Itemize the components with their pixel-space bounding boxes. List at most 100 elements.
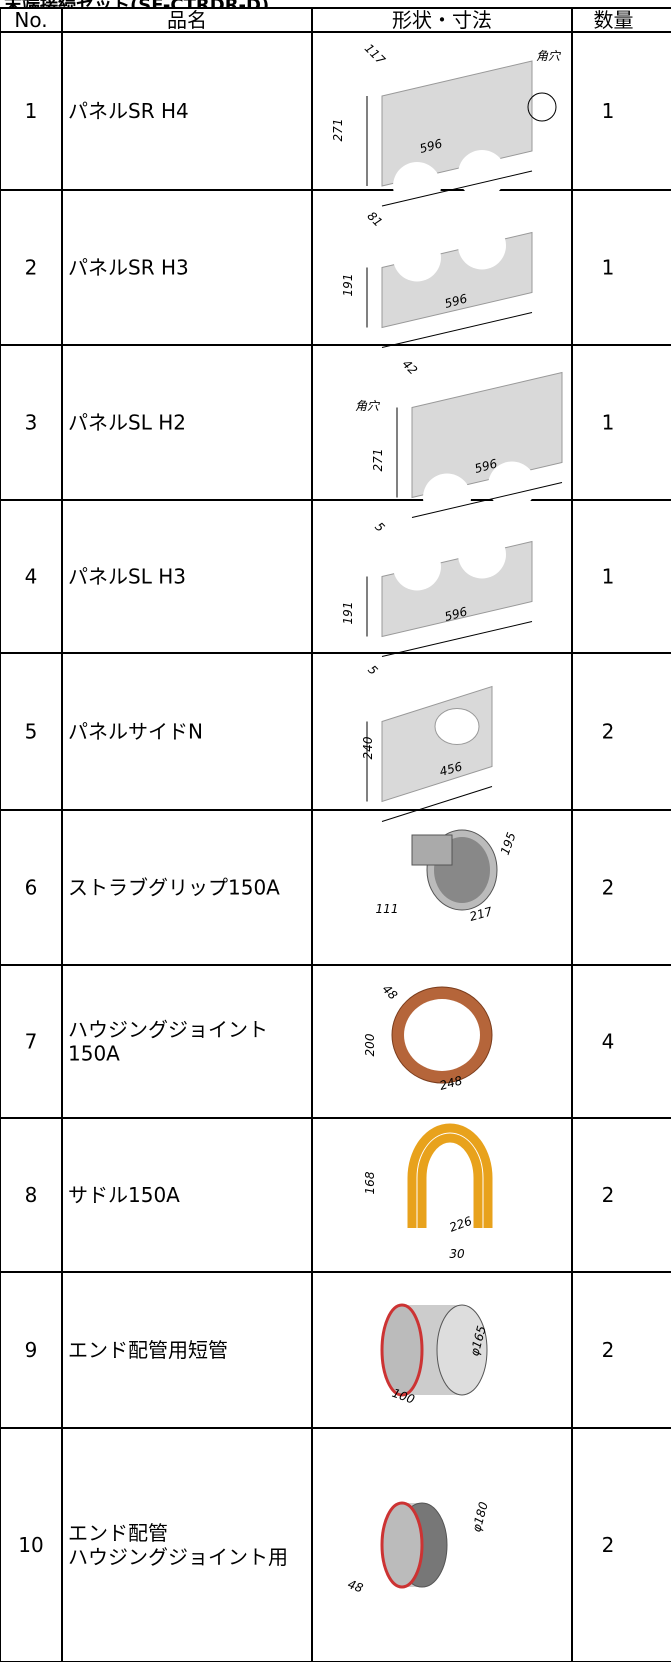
dimension-label: 217 [468,904,494,924]
item-name: パネルSR H4 [68,99,189,123]
qty: 2 [602,1533,615,1557]
item-name: パネルSR H3 [68,256,189,280]
dim-line [381,786,493,822]
qty: 1 [602,99,615,123]
row-no: 7 [25,1030,38,1054]
dim-line [381,312,533,348]
qty: 4 [602,1030,615,1054]
arch [393,162,441,210]
dimension-label: 596 [443,604,469,624]
header-cell: 形状・寸法 [392,8,492,32]
illustration: 5 191 596 [341,520,533,657]
clamp [411,834,453,866]
detail [527,92,557,122]
arch [393,233,441,282]
arch [423,473,471,522]
dim-line [411,482,563,518]
arch [458,150,506,198]
qty: 2 [602,720,615,744]
illustration: φ180 48 [346,1500,491,1596]
row-no: 2 [25,256,38,280]
item-name: サドル150A [68,1183,180,1207]
illustration: 195 111 217 [376,829,519,924]
dimension-label: 48 [346,1577,365,1596]
item-name: パネルSL H3 [68,565,186,589]
header-cell: 品名 [167,8,207,32]
qty: 2 [602,1183,615,1207]
row-no: 5 [25,720,38,744]
dimension-label: 角穴 [536,49,562,63]
row-no: 10 [18,1533,43,1557]
qty: 2 [602,876,615,900]
item-name: パネルSL H2 [68,411,186,435]
dimension-label: 596 [443,291,469,311]
row-no: 3 [25,411,38,435]
illustration: 42 角穴 271 596 [355,357,563,522]
qty: 1 [602,411,615,435]
saddle [407,1123,493,1228]
item-name: ストラブグリップ150A [68,876,280,900]
title: 末端接続セット(SF-CTRDR-D) [4,0,269,16]
dimension-label: 596 [473,456,499,476]
illustration: 117 271 596 角穴 [331,41,562,210]
item-name-line: 150A [68,1042,120,1066]
arch [458,221,506,270]
item-name: パネルサイドN [68,720,203,744]
item-name-line: ハウジングジョイント用 [68,1545,288,1569]
dimension-label: 117 [362,41,388,67]
dimension-label: 111 [376,902,399,916]
dimension-label: 191 [341,274,355,297]
item-name-line: エンド配管 [68,1521,168,1545]
illustration: 48 200 248 [363,982,493,1093]
pipe-end [436,1304,488,1396]
item-name-line: ハウジングジョイント [68,1018,268,1042]
pipe-back [380,1303,424,1397]
dimension-label: 195 [498,830,519,856]
dimension-label: 角穴 [355,399,381,413]
row-no: 9 [25,1338,38,1362]
qty: 2 [602,1338,615,1362]
dimension-label: 200 [363,1033,377,1056]
dimension-label: 248 [438,1073,464,1093]
illustration: 5 240 456 [361,663,493,822]
dimension-label: 271 [371,449,385,472]
dimension-label: 5 [365,663,380,678]
panel [381,685,493,803]
dimension-label: 456 [438,759,464,779]
dimension-label: 42 [399,357,420,378]
item-name: エンド配管用短管 [68,1338,228,1362]
dimension-label: 48 [379,982,400,1003]
dimension-label: 30 [449,1247,465,1261]
dimension-label: 168 [363,1171,377,1194]
row-no: 8 [25,1183,38,1207]
dimension-label: 596 [418,136,444,156]
arch [458,530,506,579]
row-no: 4 [25,565,38,589]
dimension-label: 5 [372,520,387,535]
row-no: 1 [25,99,38,123]
item-name: ハウジングジョイント 150A [68,1018,268,1066]
arch [393,542,441,591]
dimension-label: φ180 [469,1500,491,1534]
dimension-label: 81 [364,209,385,230]
illustration: 81 191 596 [341,209,533,348]
dim-line [381,170,533,207]
dimension-label: 271 [331,119,345,142]
item-name: エンド配管ハウジングジョイント用 [68,1521,288,1569]
arch [488,461,536,510]
dimension-label: 191 [341,602,355,625]
qty: 1 [602,565,615,589]
header-cell: 数量 [594,8,634,32]
dim-line [381,621,533,657]
ring-in [404,999,480,1071]
pipe-back [380,1501,424,1589]
hole [434,708,480,745]
dimension-label: 226 [447,1214,474,1235]
header-cell: No. [14,8,47,32]
qty: 1 [602,256,615,280]
dimension-label: 240 [361,736,375,759]
row-no: 6 [25,876,38,900]
illustration: 168 226 30 [363,1123,493,1261]
